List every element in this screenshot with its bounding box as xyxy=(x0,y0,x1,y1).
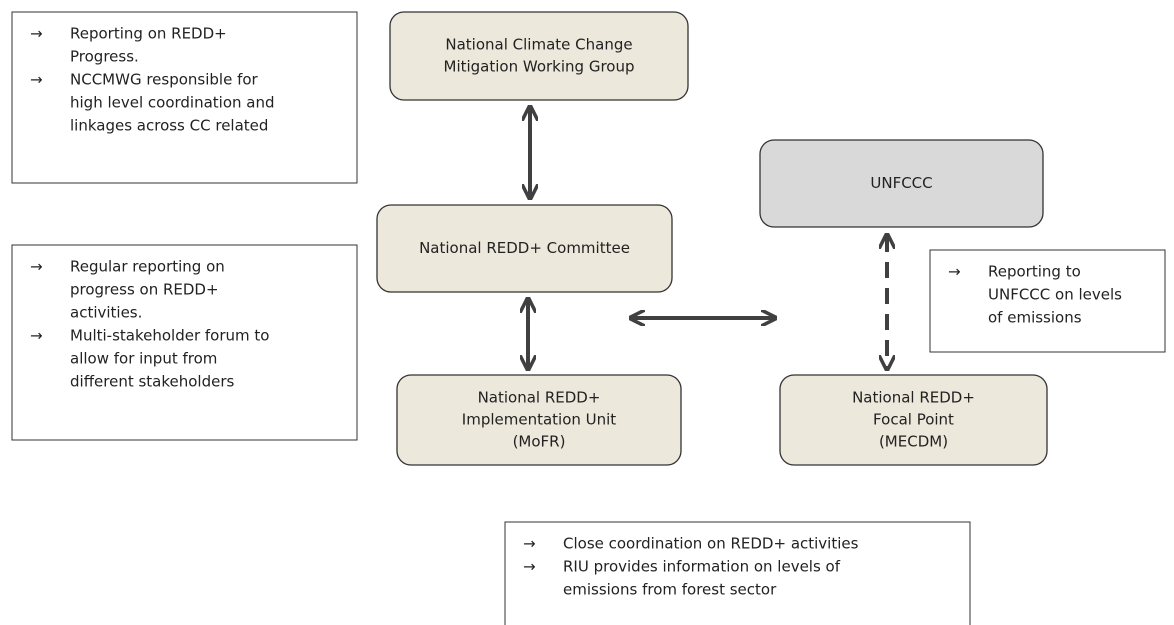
note-text: Reporting to xyxy=(988,263,1081,281)
node-label: (MECDM) xyxy=(879,433,948,451)
note-text: NCCMWG responsible for xyxy=(70,71,259,89)
bullet: → xyxy=(523,558,536,576)
note-box xyxy=(11,11,358,184)
note-text: RIU provides information on levels of xyxy=(563,558,841,576)
note-text: different stakeholders xyxy=(70,373,235,391)
note-text: of emissions xyxy=(988,309,1082,327)
note-box xyxy=(929,249,1166,353)
bullet: → xyxy=(30,327,43,345)
node-box xyxy=(396,374,682,466)
note-text: progress on REDD+ xyxy=(70,281,219,299)
note-text: linkages across CC related xyxy=(70,117,268,135)
note-text: high level coordination and xyxy=(70,94,275,112)
node-label: Implementation Unit xyxy=(462,411,617,429)
note-text: Progress. xyxy=(70,48,139,66)
note-text: Reporting on REDD+ xyxy=(70,25,227,43)
bullet: → xyxy=(523,535,536,553)
node-box xyxy=(759,139,1044,228)
node-label: Mitigation Working Group xyxy=(444,58,635,76)
note-text: Close coordination on REDD+ activities xyxy=(563,535,859,553)
node-box xyxy=(779,374,1048,466)
bullet: → xyxy=(30,25,43,43)
note-text: allow for input from xyxy=(70,350,217,368)
note-text: Multi-stakeholder forum to xyxy=(70,327,269,345)
node-box xyxy=(389,11,689,101)
node-label: UNFCCC xyxy=(870,174,932,192)
node-box xyxy=(376,204,673,293)
bullet: → xyxy=(948,263,961,281)
node-label: National REDD+ xyxy=(478,389,601,407)
bullet: → xyxy=(30,71,43,89)
note-text: UNFCCC on levels xyxy=(988,286,1122,304)
note-text: activities. xyxy=(70,304,142,322)
node-label: National Climate Change xyxy=(445,36,632,54)
note-box xyxy=(11,244,358,441)
note-text: Regular reporting on xyxy=(70,258,225,276)
node-label: (MoFR) xyxy=(513,433,566,451)
bullet: → xyxy=(30,258,43,276)
node-label: Focal Point xyxy=(873,411,954,429)
note-box xyxy=(504,521,971,625)
node-label: National REDD+ xyxy=(852,389,975,407)
node-label: National REDD+ Committee xyxy=(419,239,630,257)
note-text: emissions from forest sector xyxy=(563,581,777,599)
